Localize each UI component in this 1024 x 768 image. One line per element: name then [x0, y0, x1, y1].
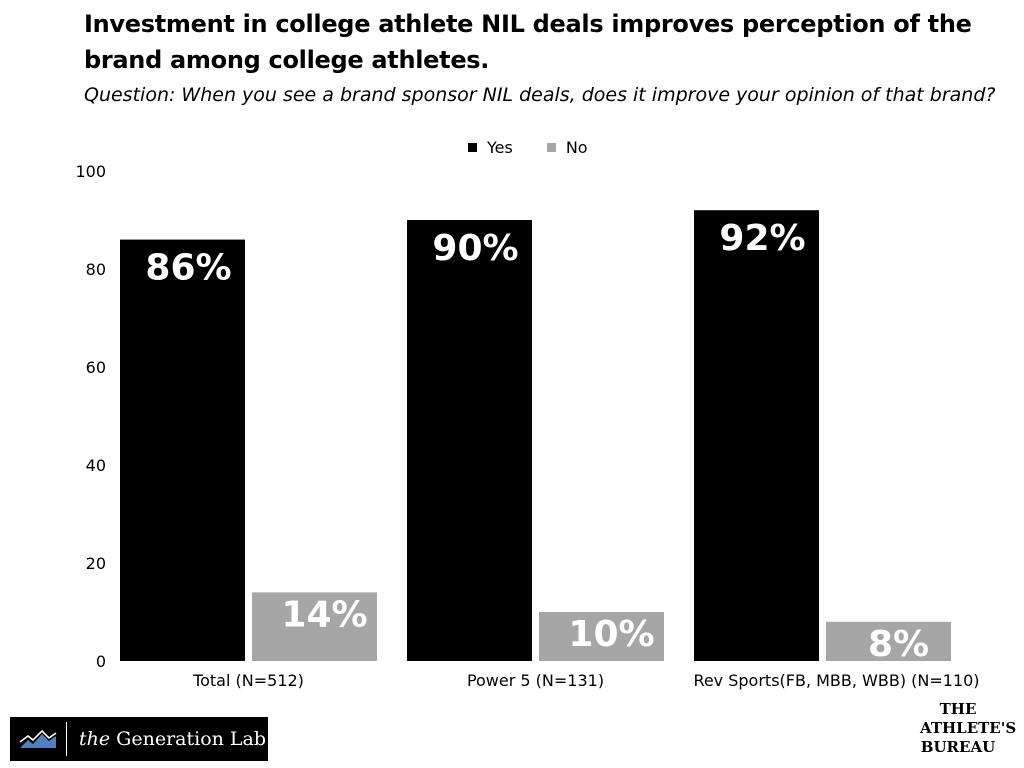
y-tick-label: 0 — [96, 652, 106, 671]
logo-divider — [66, 722, 67, 756]
mountain-icon — [10, 717, 66, 761]
y-tick-label: 60 — [86, 358, 106, 377]
athletes-bureau-logo: THE ATHLETE'S BUREAU — [920, 700, 1017, 757]
data-label-yes: 86% — [145, 248, 231, 289]
bar-yes — [694, 210, 819, 661]
y-tick-label: 40 — [86, 456, 106, 475]
bar-yes — [120, 239, 245, 661]
chart-subtitle: Question: When you see a brand sponsor N… — [84, 84, 996, 106]
generation-lab-wordmark: the Generation Lab — [79, 728, 267, 750]
legend: Yes No — [468, 137, 622, 157]
legend-label-no: No — [565, 137, 588, 157]
bureau-line-2: ATHLETE'S — [920, 719, 1017, 737]
data-label-yes: 92% — [719, 218, 805, 259]
bar-yes — [407, 220, 532, 661]
legend-label-yes: Yes — [487, 137, 513, 157]
data-label-no: 8% — [868, 624, 929, 665]
data-label-no: 14% — [281, 594, 367, 635]
legend-item-yes: Yes — [468, 138, 513, 157]
x-category-label: Rev Sports(FB, MBB, WBB) (N=110) — [693, 671, 979, 690]
legend-item-no: No — [546, 137, 588, 157]
bar-no — [252, 592, 377, 661]
bar-chart: 0 20 40 60 80 100 86% 14% Total (N=512) 90% 10% Pow… — [75, 162, 979, 690]
bar-no — [826, 621, 951, 661]
data-label-no: 10% — [568, 614, 654, 655]
y-tick-label: 80 — [86, 260, 106, 279]
legend-swatch-yes — [468, 142, 477, 152]
data-label-yes: 90% — [432, 228, 518, 269]
legend-swatch-no — [546, 142, 556, 152]
bureau-line-1: THE — [939, 700, 977, 718]
x-category-label: Power 5 (N=131) — [467, 671, 604, 690]
y-tick-label: 20 — [86, 554, 106, 573]
bar-no — [539, 612, 664, 661]
chart-title: Investment in college athlete NIL deals … — [84, 10, 972, 74]
bureau-line-3: BUREAU — [920, 738, 996, 756]
x-category-label: Total (N=512) — [192, 671, 304, 690]
generation-lab-logo: the Generation Lab — [10, 717, 268, 761]
y-tick-label: 100 — [75, 162, 106, 181]
